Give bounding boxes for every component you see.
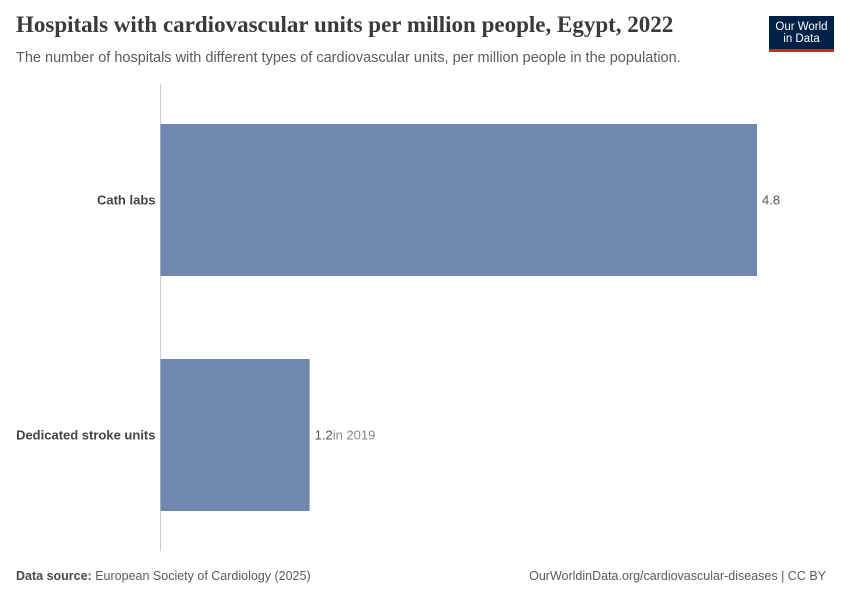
category-label-1: Dedicated stroke units: [16, 428, 155, 443]
category-label-0: Cath labs: [97, 193, 156, 208]
bar-1[interactable]: [160, 359, 310, 511]
chart-subtitle: The number of hospitals with different t…: [16, 50, 681, 66]
data-source-label: Data source:: [16, 569, 92, 583]
data-source-text[interactable]: European Society of Cardiology (2025): [95, 569, 311, 583]
owid-logo[interactable]: Our World in Data: [769, 16, 834, 52]
bar-0[interactable]: [160, 124, 758, 276]
chart-title: Hospitals with cardiovascular units per …: [16, 12, 674, 37]
value-note-1: in 2019: [333, 428, 376, 443]
logo-line-1: Our World: [775, 21, 828, 33]
value-label-0: 4.8: [762, 193, 780, 208]
data-source: Data source: European Society of Cardiol…: [16, 569, 311, 583]
value-label-1: 1.2in 2019: [315, 428, 376, 443]
logo-line-2: in Data: [783, 33, 820, 45]
url-license[interactable]: OurWorldinData.org/cardiovascular-diseas…: [529, 569, 826, 583]
